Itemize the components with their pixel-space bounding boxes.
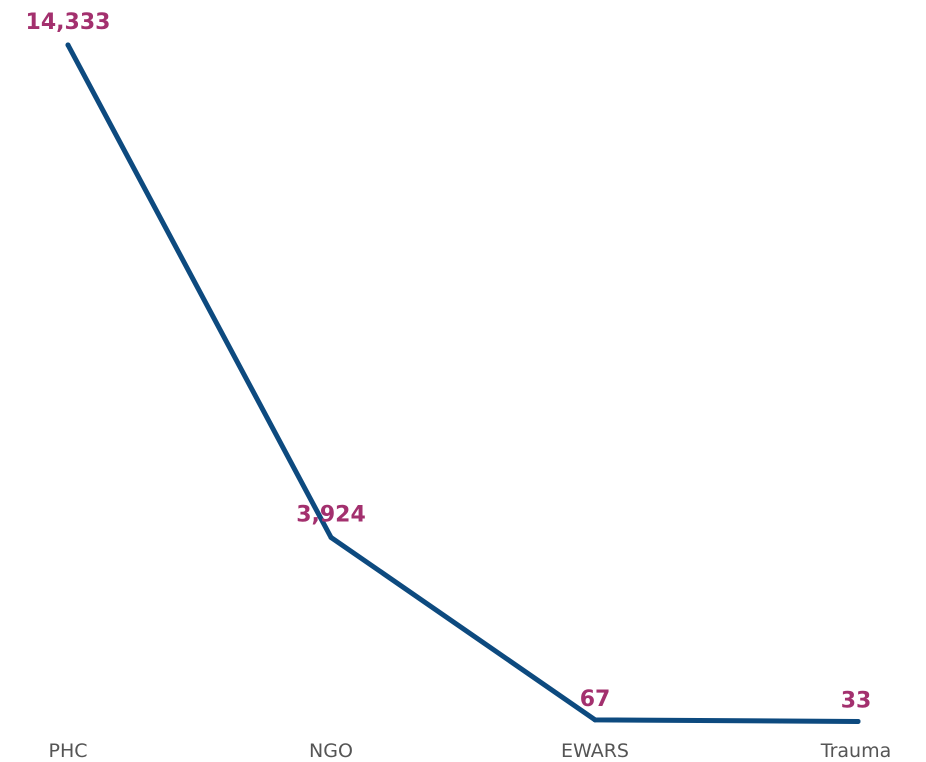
data-label-layer: 14,333 3,924 67 33 — [26, 10, 872, 713]
data-label-ngo: 3,924 — [296, 502, 366, 527]
x-tick-label-ngo: NGO — [309, 740, 353, 762]
series-line — [68, 45, 858, 721]
data-point-ewars — [593, 717, 598, 722]
data-point-trauma — [856, 719, 861, 724]
x-tick-label-phc: PHC — [48, 740, 87, 762]
data-point-phc — [66, 43, 71, 48]
x-tick-label-ewars: EWARS — [561, 740, 629, 762]
x-tick-label-trauma: Trauma — [820, 740, 891, 762]
data-point-ngo — [329, 535, 334, 540]
data-label-phc: 14,333 — [26, 10, 111, 35]
x-axis-tick-layer: PHC NGO EWARS Trauma — [48, 740, 891, 762]
data-label-trauma: 33 — [841, 688, 872, 713]
series-layer — [66, 43, 861, 724]
data-label-ewars: 67 — [580, 687, 611, 712]
